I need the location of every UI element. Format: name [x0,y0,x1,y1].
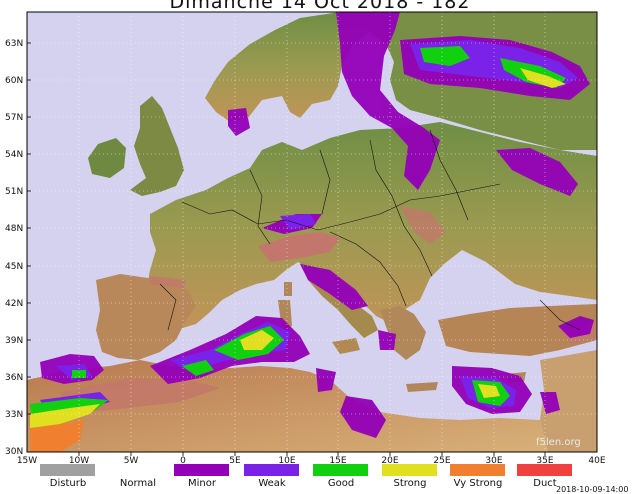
lat-label: 45N [5,262,23,272]
lat-label: 48N [5,224,23,234]
run-timestamp: 2018-10-09-14:00 [556,485,629,494]
map-frame [26,11,598,453]
lon-label: 5E [229,456,241,466]
lat-label: 30N [5,447,23,457]
legend-label-minor: Minor [188,478,216,489]
lat-label: 63N [5,39,23,49]
carpathians [400,206,446,244]
lon-label: 20E [381,456,398,466]
lat-label: 36N [5,373,23,383]
lon-label: 0 [180,456,186,466]
land-corsica [284,282,292,296]
legend-swatch-weak [244,464,299,476]
legend-label-duct: Duct [533,478,557,489]
land-great-britain [130,96,184,196]
lat-label: 42N [5,299,23,309]
lon-label: 5W [124,456,139,466]
land-sicily [332,338,360,354]
land-greece [380,306,426,360]
tropo-strong-regions [30,68,566,430]
lon-label: 35E [536,456,553,466]
lat-label: 54N [5,150,23,160]
lon-label: 15E [329,456,346,466]
legend-label-good: Good [327,478,355,489]
country-borders [159,129,581,331]
lon-label: 40E [588,456,605,466]
lon-label: 15W [17,456,37,466]
lon-label: 30E [485,456,502,466]
land-ireland [88,138,126,178]
legend-label-weak: Weak [258,478,286,489]
legend-swatch-duct [517,464,572,476]
lon-label: 10E [278,456,295,466]
land-iberia [96,274,196,360]
lat-label: 33N [5,410,23,420]
land-levant [540,350,597,452]
lat-label: 51N [5,187,23,197]
legend-swatch-strong [382,464,437,476]
lat-label: 60N [5,76,23,86]
site-watermark: f5len.org [536,437,581,448]
lon-label: 10W [69,456,89,466]
alps [258,232,340,262]
legend-label-disturb: Disturb [49,478,87,489]
map-title: Dimanche 14 Oct 2018 - 182 [169,0,471,13]
lat-label: 57N [5,113,23,123]
longitude-labels: 15W 10W 5W 0 5E 10E 15E 20E 25E 30E 35E … [17,456,606,466]
land-continent [146,122,597,330]
legend-swatch-disturb [40,464,95,476]
lon-label: 25E [433,456,450,466]
legend-label-normal: Normal [119,478,157,489]
legend-swatch-good [313,464,368,476]
lat-label: 39N [5,336,23,346]
legend-swatch-minor [174,464,229,476]
legend-label-vy-strong: Vy Strong [453,478,503,489]
axis-ticks [27,42,546,456]
tropo-vy-strong-regions [30,420,84,452]
land-scandinavia [205,12,380,122]
legend-label-strong: Strong [393,478,427,489]
latitude-labels: 63N 60N 57N 54N 51N 48N 45N 42N 39N 36N … [5,39,23,457]
pyrenees [150,276,186,288]
legend-swatch-vy-strong [450,464,505,476]
land-crete [406,382,438,392]
